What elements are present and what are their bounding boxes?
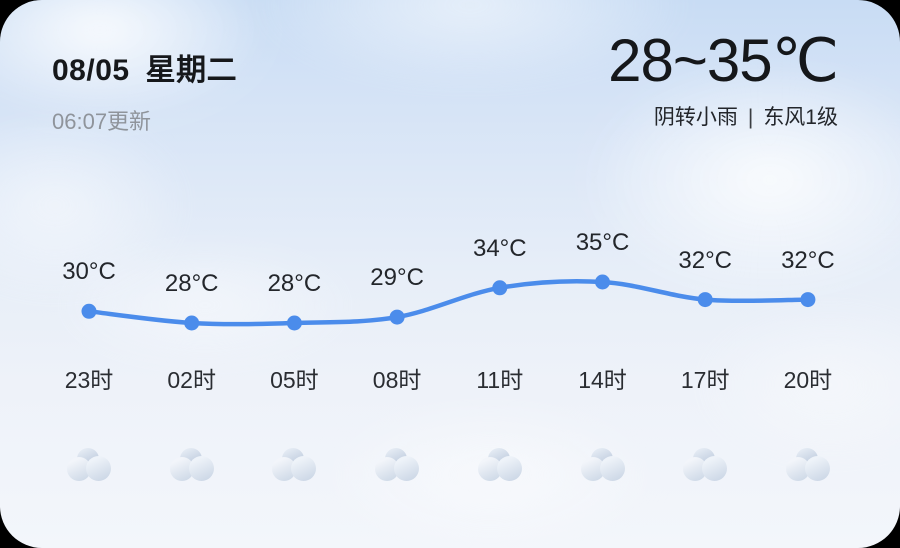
condition-row: 阴转小雨 | 东风1级 <box>608 105 838 131</box>
cloud-puff <box>804 456 830 481</box>
date-title: 08/05 星期二 <box>52 54 237 88</box>
time-label: 08时 <box>372 367 422 393</box>
cloud-icon <box>580 448 625 481</box>
temp-label: 35°C <box>575 228 630 256</box>
cloud-icon <box>683 448 728 481</box>
temp-label: 28°C <box>267 270 322 297</box>
temperature-range: 28~35℃ <box>608 27 839 94</box>
cloud-puff <box>291 456 317 481</box>
date-text: 08/05 <box>52 54 130 87</box>
header-right: 28~35℃ 阴转小雨 | 东风1级 <box>608 27 839 131</box>
cloud-icon <box>785 448 830 481</box>
cloud-puff <box>394 456 420 481</box>
header-left: 08/05 星期二 06:07更新 <box>52 54 237 134</box>
time-label: 14时 <box>578 367 627 393</box>
cloud-icon <box>169 448 214 481</box>
condition-text: 阴转小雨 <box>653 106 738 129</box>
update-time: 06:07更新 <box>52 109 152 134</box>
cloud-puff <box>86 456 111 481</box>
wind-text: 东风1级 <box>763 106 838 129</box>
temp-label: 30°C <box>62 258 116 286</box>
time-label: 11时 <box>476 367 524 393</box>
weekday-text: 星期二 <box>145 54 238 87</box>
temp-label: 32°C <box>781 246 835 274</box>
time-label: 17时 <box>680 367 730 393</box>
separator: | <box>747 106 754 129</box>
cloud-puff <box>188 456 214 481</box>
temp-label: 28°C <box>164 270 219 297</box>
cloud-puff <box>496 456 522 481</box>
time-label: 02时 <box>167 367 216 393</box>
time-label: 23时 <box>64 367 114 393</box>
cloud-puff <box>599 456 625 481</box>
temp-label: 34°C <box>472 234 527 262</box>
cloud-icon <box>375 448 420 481</box>
cloud-puff <box>702 456 728 481</box>
cloud-icon <box>477 448 522 481</box>
time-label: 05时 <box>270 367 319 393</box>
temp-label: 32°C <box>678 246 732 274</box>
cloud-icon <box>272 448 317 481</box>
time-label: 20时 <box>783 367 833 393</box>
cloud-icon <box>67 448 111 481</box>
temp-label: 29°C <box>370 264 424 292</box>
